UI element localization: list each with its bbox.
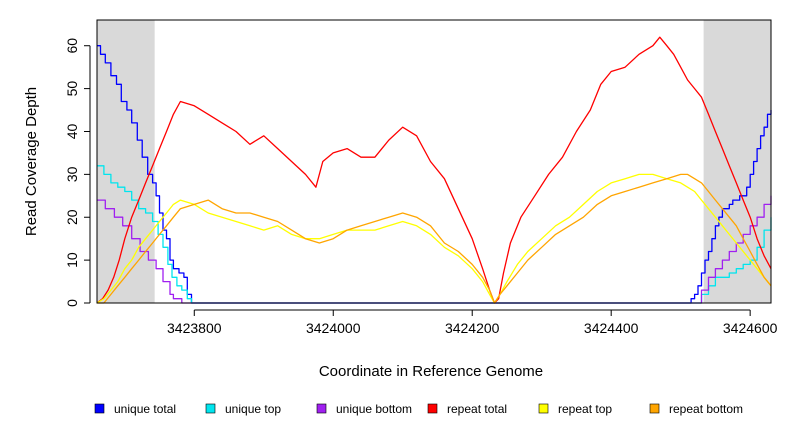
- legend: unique total unique top unique bottom repea…: [94, 402, 743, 416]
- series-layer: [96, 36, 772, 304]
- x-tick-label: 3424600: [723, 320, 778, 336]
- series-repeat-bottom: [97, 173, 772, 304]
- excluded-regions: [97, 20, 771, 303]
- x-tick-label: 3424400: [584, 320, 639, 336]
- series-unique-top: [97, 165, 772, 304]
- x-axis-title: Coordinate in Reference Genome: [319, 363, 543, 380]
- series-unique-total: [97, 45, 772, 304]
- legend-label-repeat-total: repeat total: [447, 402, 507, 416]
- legend-swatch-repeat-total: [427, 403, 438, 414]
- y-axis-title: Read Coverage Depth: [23, 87, 40, 236]
- y-tick-label: 20: [64, 209, 80, 225]
- y-tick-label: 10: [64, 252, 80, 268]
- plot-frame: [96, 19, 772, 304]
- x-axis: 3423800 3424000 3424200 3424400 3424600: [167, 309, 778, 336]
- legend-label-repeat-bottom: repeat bottom: [669, 402, 743, 416]
- y-axis: 0 10 20 30 40 50 60: [64, 38, 91, 307]
- legend-swatch-unique-total: [94, 403, 105, 414]
- legend-label-unique-bottom: unique bottom: [336, 402, 412, 416]
- x-tick-label: 3423800: [167, 320, 222, 336]
- legend-swatch-repeat-bottom: [649, 403, 660, 414]
- shaded-region-2: [703, 20, 771, 303]
- legend-label-unique-total: unique total: [114, 402, 176, 416]
- y-tick-label: 50: [64, 81, 80, 97]
- y-tick-label: 40: [64, 123, 80, 139]
- y-tick-label: 30: [64, 166, 80, 182]
- y-tick-label: 60: [64, 38, 80, 54]
- x-tick-label: 3424000: [306, 320, 361, 336]
- legend-label-repeat-top: repeat top: [558, 402, 612, 416]
- x-tick-label: 3424200: [445, 320, 500, 336]
- legend-swatch-unique-top: [205, 403, 216, 414]
- legend-swatch-unique-bottom: [316, 403, 327, 414]
- legend-label-unique-top: unique top: [225, 402, 281, 416]
- series-unique-bottom: [97, 195, 772, 304]
- series-repeat-top: [96, 173, 772, 304]
- legend-swatch-repeat-top: [538, 403, 549, 414]
- y-tick-label: 0: [64, 299, 80, 307]
- shaded-region-1: [97, 20, 155, 303]
- series-repeat-total: [96, 36, 772, 304]
